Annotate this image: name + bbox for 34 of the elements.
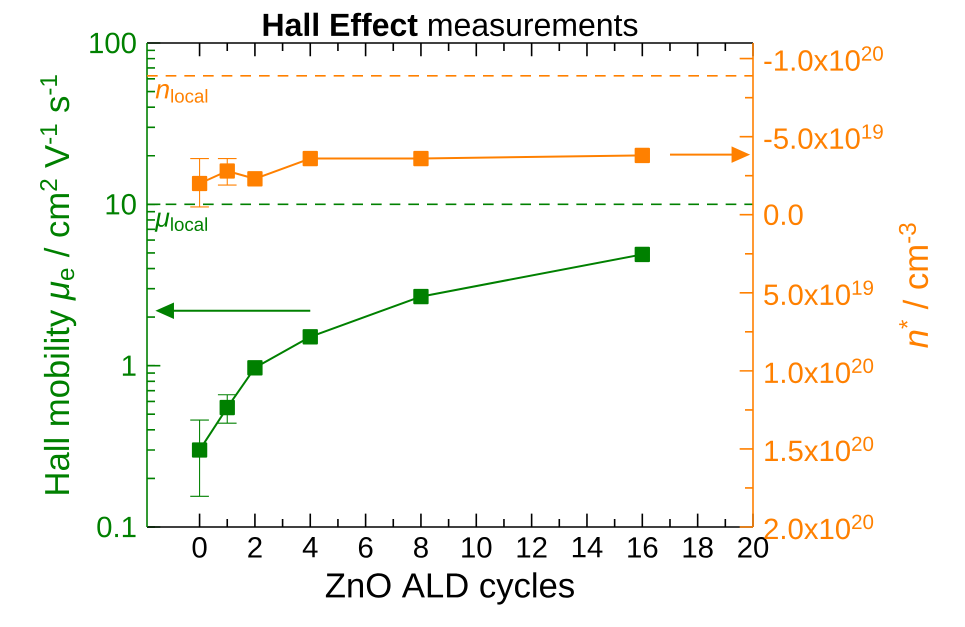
x-tick-label: 16 xyxy=(628,537,658,558)
x-tick-label: 8 xyxy=(414,537,428,558)
x-tick-label: 4 xyxy=(302,537,318,558)
y2-tick-label: 1.0x10$^{20}$ xyxy=(765,358,874,384)
ref-line-label: μ$_{local}$ xyxy=(154,212,208,232)
x-tick-label: 12 xyxy=(518,537,546,558)
x-axis-title: ZnO ALD cycles xyxy=(326,572,574,605)
ref-line-label: n$_{local}$ xyxy=(156,84,208,103)
y-tick-label: 100 xyxy=(90,32,136,54)
y2-tick-label: 5.0x10$^{19}$ xyxy=(764,280,873,306)
point xyxy=(413,288,429,304)
x-tick-label: 6 xyxy=(358,537,372,558)
point xyxy=(634,246,650,262)
x-tick-label: 14 xyxy=(572,537,602,558)
point xyxy=(247,360,263,376)
y2-tick-label: 0.0 xyxy=(764,204,803,226)
y2-tick-label: -5.0x10$^{19}$ xyxy=(764,124,883,150)
y2-tick-label: 1.5x10$^{20}$ xyxy=(765,436,874,462)
x-tick-label: 0 xyxy=(192,537,207,558)
y-tick-label: 10 xyxy=(106,194,136,215)
point xyxy=(220,400,235,416)
y2-tick-label: -1.0x10$^{20}$ xyxy=(764,46,883,71)
point xyxy=(192,442,208,458)
point xyxy=(302,329,318,344)
x-tick-label: 2 xyxy=(248,537,262,558)
x-tick-label: 18 xyxy=(684,537,713,558)
y-tick-label: 0.1 xyxy=(97,516,136,538)
x-tick-label: 20 xyxy=(738,537,768,558)
text: Hall mobility μ$_{e}$ / cm$^{2}$ V$^{-1}$ s$^{-1}$ xyxy=(40,75,76,494)
x-tick-label: 10 xyxy=(462,537,492,558)
y-tick-label: 1 xyxy=(122,356,136,376)
y2-axis-title: n$^{*}$ / cm$^{-3}$ xyxy=(898,223,928,348)
y2-tick-label: 2.0x10$^{20}$ xyxy=(764,514,874,540)
chart-title: Hall Effect measurements xyxy=(264,12,638,36)
